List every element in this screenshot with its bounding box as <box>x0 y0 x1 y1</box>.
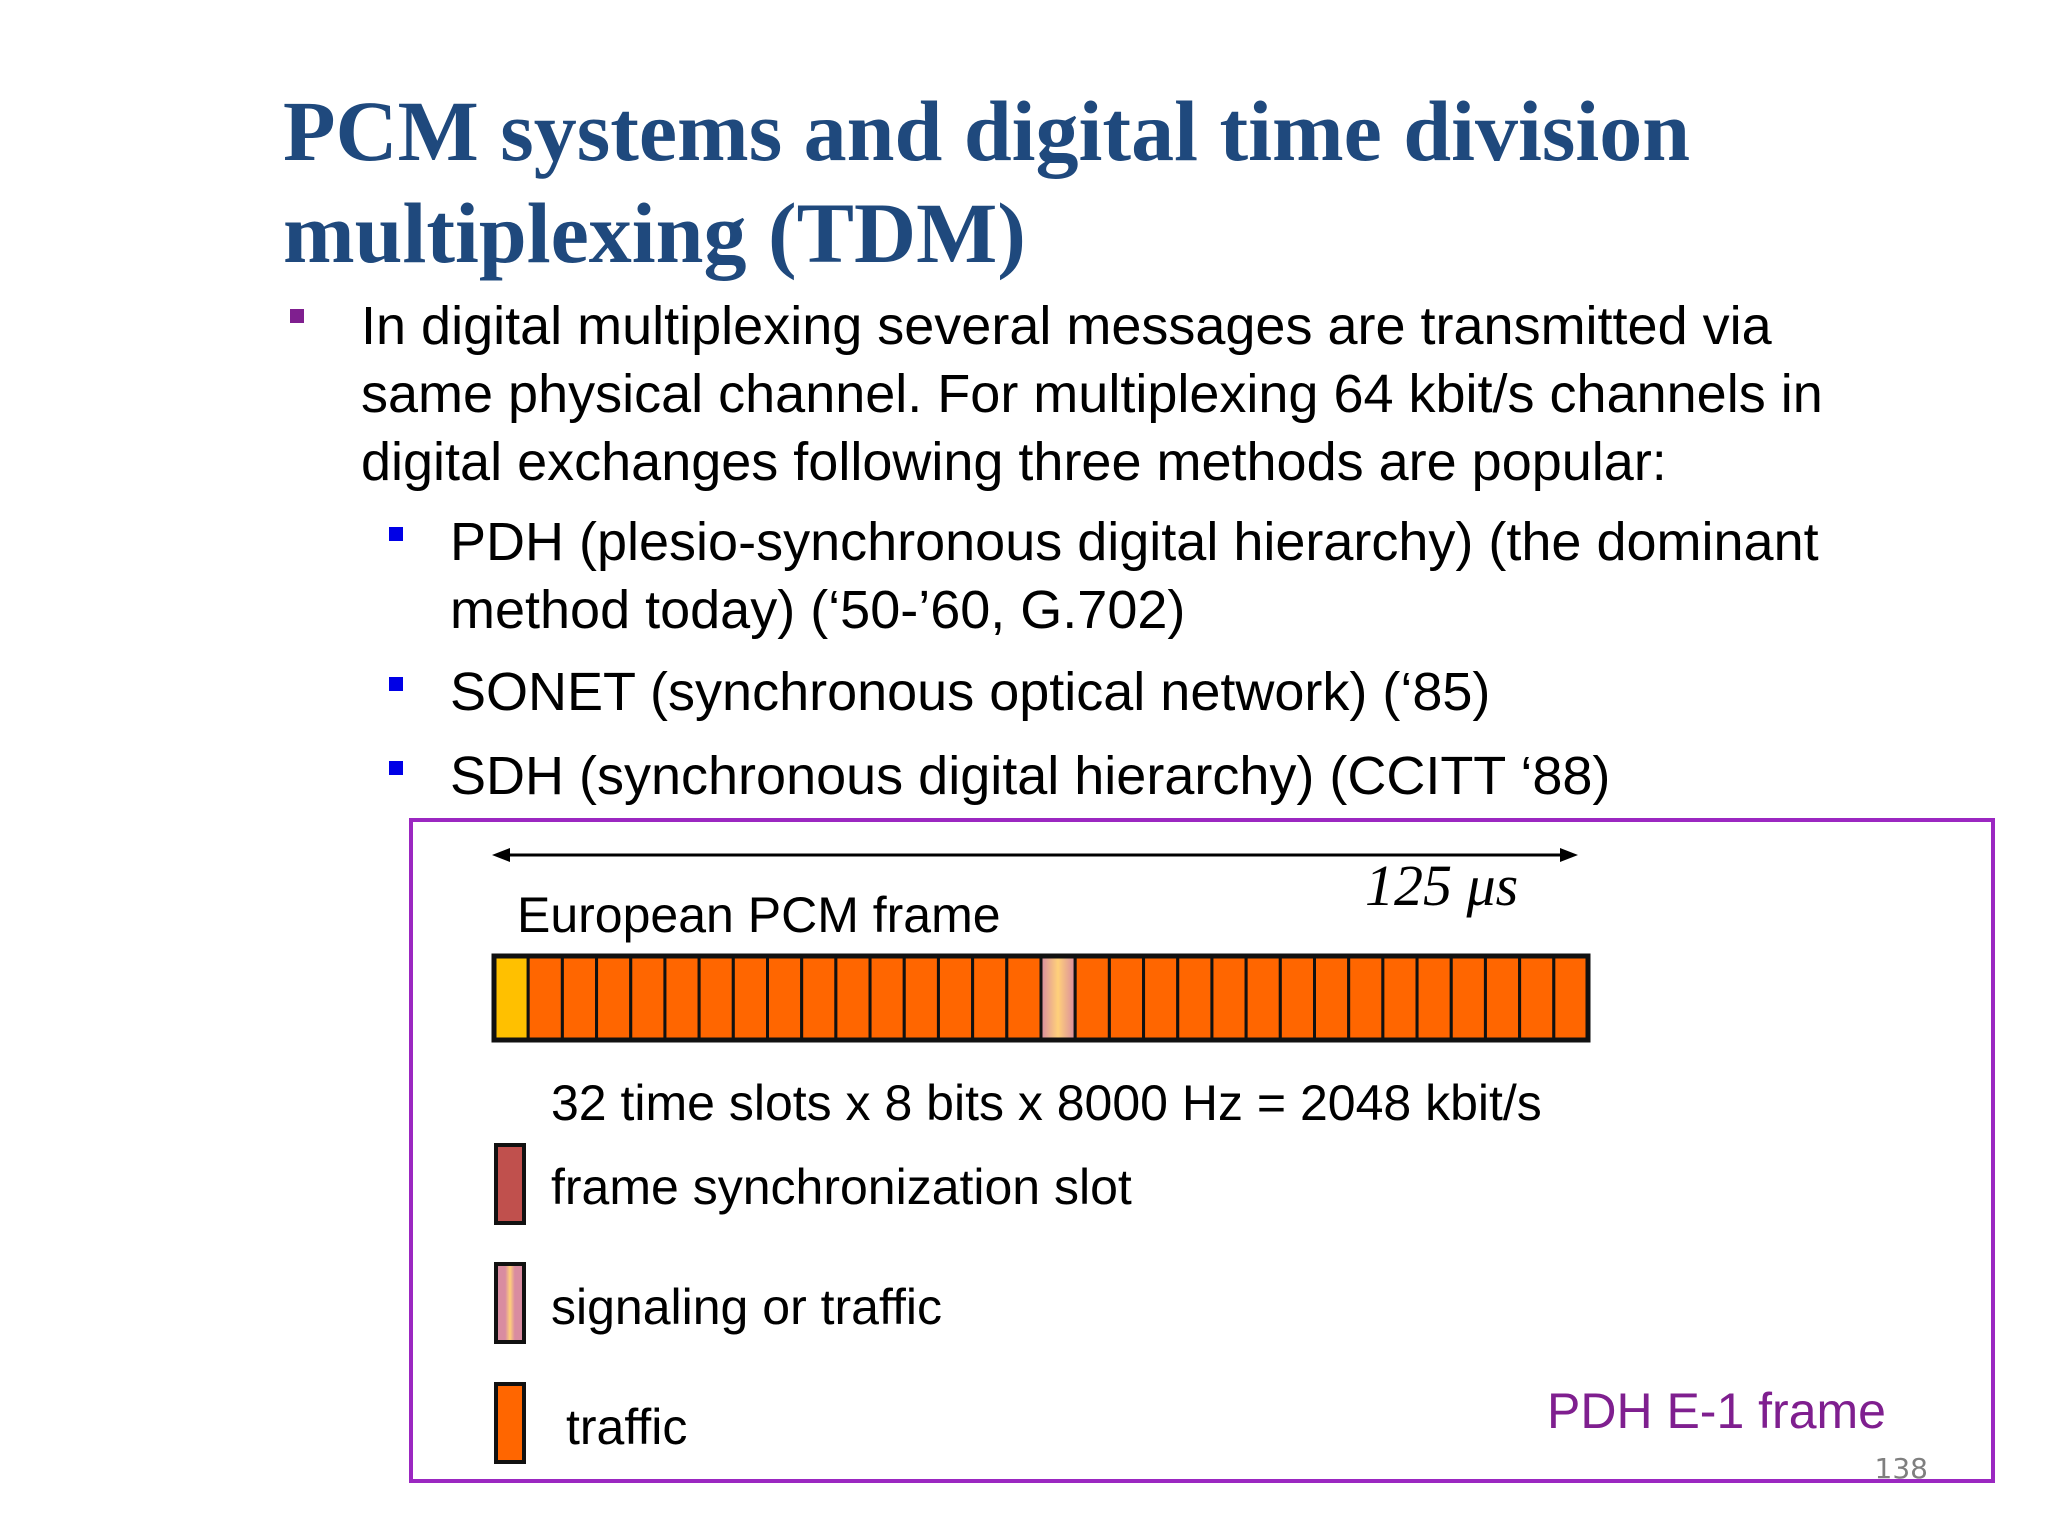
traffic-slot <box>971 954 1009 1042</box>
sub-bullet-pdh: PDH (plesio-synchronous digital hierarch… <box>450 508 1819 644</box>
legend-label-traffic: traffic <box>566 1399 688 1455</box>
traffic-slot <box>663 954 701 1042</box>
traffic-slot <box>800 954 838 1042</box>
traffic-slot <box>902 954 940 1042</box>
traffic-slot <box>629 954 667 1042</box>
frame-label: European PCM frame <box>517 887 1001 943</box>
traffic-slot <box>1142 954 1180 1042</box>
traffic-slot <box>1381 954 1419 1042</box>
traffic-slot <box>1313 954 1351 1042</box>
traffic-slot <box>766 954 804 1042</box>
traffic-slot <box>1278 954 1316 1042</box>
legend-swatch-signaling <box>494 1262 526 1344</box>
bullet-marker <box>290 309 304 323</box>
signaling-slot <box>1039 954 1077 1042</box>
sub-bullet-sdh-line-1: SDH (synchronous digital hierarchy) (CCI… <box>450 746 1611 806</box>
figure-caption: PDH E-1 frame <box>1547 1383 1886 1439</box>
page-number: 138 <box>1874 1452 1928 1485</box>
legend-swatch-traffic <box>494 1382 526 1464</box>
main-bullet-line-2: same physical channel. For multiplexing … <box>361 364 1823 424</box>
traffic-slot <box>1449 954 1487 1042</box>
traffic-slot <box>595 954 633 1042</box>
traffic-slot <box>1073 954 1111 1042</box>
duration-label: 125 μs <box>1365 853 1519 918</box>
sub-bullet-marker <box>389 761 403 775</box>
sub-bullet-sonet-line-1: SONET (synchronous optical network) (‘85… <box>450 662 1491 722</box>
traffic-slot <box>697 954 735 1042</box>
sub-bullet-sonet: SONET (synchronous optical network) (‘85… <box>450 658 1490 726</box>
traffic-slot <box>1347 954 1385 1042</box>
sub-bullet-pdh-line-2: method today) (‘50-’60, G.702) <box>450 580 1186 640</box>
slide-title-line-1: PCM systems and digital time division <box>283 83 1691 179</box>
traffic-slot <box>834 954 872 1042</box>
legend-label-sync: frame synchronization slot <box>551 1159 1132 1215</box>
traffic-slot <box>1483 954 1522 1042</box>
traffic-slot <box>1244 954 1282 1042</box>
main-bullet-line-3: digital exchanges following three method… <box>361 432 1667 492</box>
sub-bullet-marker <box>389 527 403 541</box>
duration-arrow <box>492 848 1578 862</box>
traffic-slot <box>1176 954 1214 1042</box>
frame-formula: 32 time slots x 8 bits x 8000 Hz = 2048 … <box>551 1075 1542 1131</box>
frame-outline <box>491 953 1591 1043</box>
pcm-frame-slots <box>491 953 1591 1043</box>
slide-title-line-2: multiplexing (TDM) <box>283 185 1026 281</box>
sub-bullet-sdh: SDH (synchronous digital hierarchy) (CCI… <box>450 742 1610 810</box>
legend-label-signaling: signaling or traffic <box>551 1279 942 1335</box>
sub-bullet-marker <box>389 677 403 691</box>
pcm-frame-figure <box>409 818 1995 1483</box>
traffic-slot <box>560 954 599 1042</box>
traffic-slot <box>936 954 975 1042</box>
main-bullet-text: In digital multiplexing several messages… <box>361 292 1823 496</box>
arrow-left-head <box>492 848 510 862</box>
main-bullet-line-1: In digital multiplexing several messages… <box>361 296 1772 356</box>
sync-slot <box>492 954 530 1042</box>
traffic-slot <box>526 954 564 1042</box>
legend-swatch-sync <box>494 1143 526 1225</box>
traffic-slot <box>1415 954 1453 1042</box>
traffic-slot <box>1005 954 1043 1042</box>
traffic-slot <box>1518 954 1556 1042</box>
traffic-slot <box>1210 954 1248 1042</box>
traffic-slot <box>731 954 769 1042</box>
traffic-slot <box>1552 954 1590 1042</box>
traffic-slot <box>868 954 906 1042</box>
arrow-right-head <box>1560 848 1578 862</box>
slide-title: PCM systems and digital time division mu… <box>283 80 1923 284</box>
sub-bullet-pdh-line-1: PDH (plesio-synchronous digital hierarch… <box>450 512 1819 572</box>
traffic-slot <box>1107 954 1146 1042</box>
